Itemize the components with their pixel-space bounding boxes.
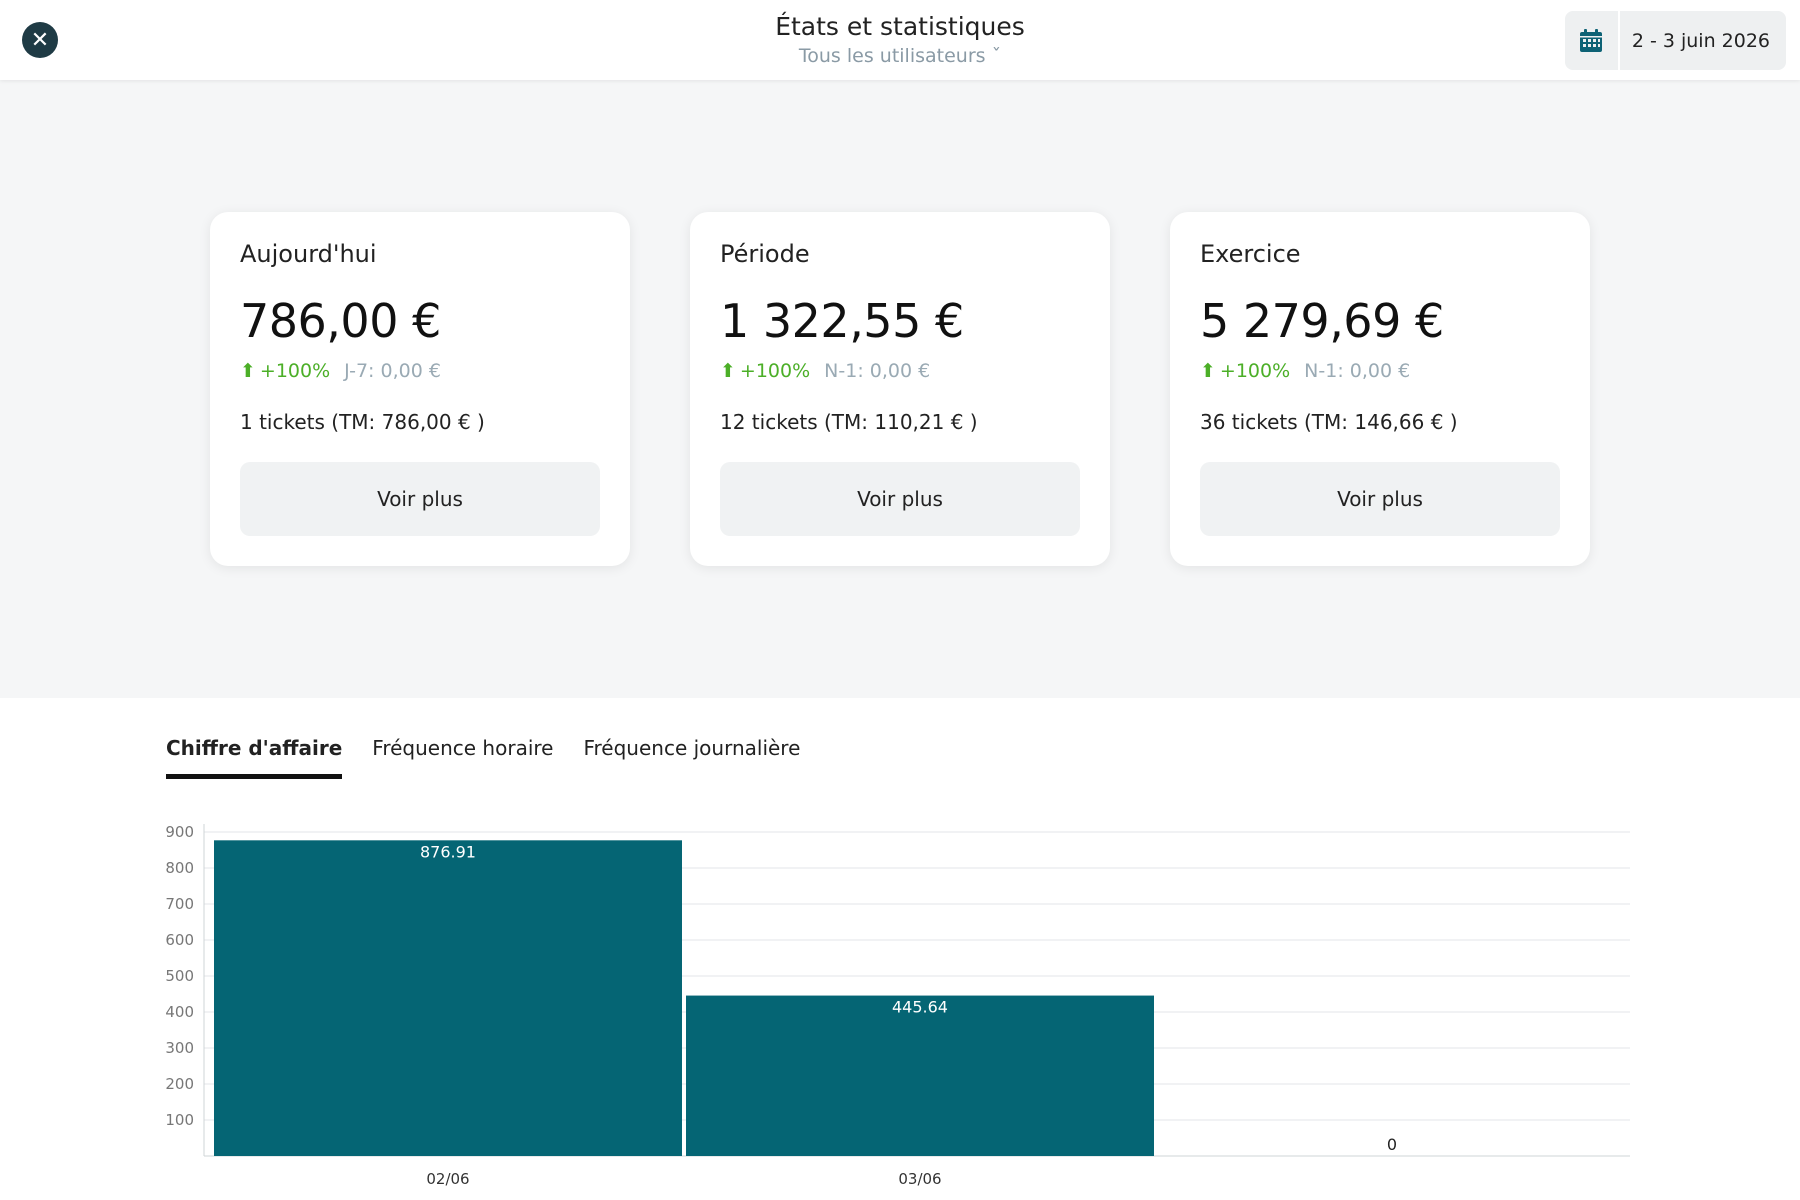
y-tick-label: 500: [165, 967, 194, 985]
bar-data-label: 876.91: [420, 842, 476, 861]
chart-tabs: Chiffre d'affaire Fréquence horaire Fréq…: [166, 736, 830, 779]
card-trend: ⬆ +100% N-1: 0,00 €: [1200, 360, 1560, 382]
voir-plus-button[interactable]: Voir plus: [720, 462, 1080, 536]
y-tick-label: 600: [165, 931, 194, 949]
card-fiscal-year: Exercice 5 279,69 € ⬆ +100% N-1: 0,00 € …: [1170, 212, 1590, 566]
y-tick-label: 100: [165, 1111, 194, 1129]
chart-panel: Chiffre d'affaire Fréquence horaire Fréq…: [0, 698, 1800, 1200]
card-trend: ⬆ +100% J-7: 0,00 €: [240, 360, 600, 382]
y-tick-label: 800: [165, 859, 194, 877]
card-period: Période 1 322,55 € ⬆ +100% N-1: 0,00 € 1…: [690, 212, 1110, 566]
tab-frequence-journaliere[interactable]: Fréquence journalière: [583, 736, 801, 760]
tab-frequence-horaire[interactable]: Fréquence horaire: [372, 736, 554, 760]
card-amount: 786,00 €: [240, 294, 441, 348]
voir-plus-button[interactable]: Voir plus: [1200, 462, 1560, 536]
title-block: États et statistiques Tous les utilisate…: [0, 12, 1800, 67]
close-icon: ✕: [30, 27, 50, 53]
card-tickets: 12 tickets (TM: 110,21 € ): [720, 410, 978, 434]
trend-reference: N-1: 0,00 €: [824, 360, 931, 382]
trend-reference: J-7: 0,00 €: [344, 360, 441, 382]
calendar-icon: [1580, 28, 1603, 52]
card-amount: 1 322,55 €: [720, 294, 964, 348]
trend-percentage: +100%: [739, 360, 811, 382]
voir-plus-button[interactable]: Voir plus: [240, 462, 600, 536]
trend-percentage: +100%: [259, 360, 331, 382]
card-label: Exercice: [1200, 240, 1301, 268]
bar: [686, 995, 1154, 1156]
bar-data-label: 0: [1387, 1135, 1397, 1154]
arrow-up-icon: ⬆: [720, 360, 736, 382]
tab-chiffre-affaire[interactable]: Chiffre d'affaire: [166, 736, 343, 779]
calendar-button[interactable]: [1565, 11, 1620, 70]
bar: [214, 840, 682, 1156]
revenue-bar-chart: 100 200 300 400 500 600 700 800 900 876.91 02/06 44…: [165, 823, 1630, 1188]
x-tick-label: 03/06: [898, 1170, 941, 1188]
trend-percentage: +100%: [1219, 360, 1291, 382]
card-tickets: 1 tickets (TM: 786,00 € ): [240, 410, 485, 434]
y-tick-label: 400: [165, 1003, 194, 1021]
y-tick-label: 900: [165, 823, 194, 841]
user-filter-dropdown[interactable]: Tous les utilisateurs ˇ: [798, 45, 1002, 67]
arrow-up-icon: ⬆: [240, 360, 256, 382]
x-tick-label: 02/06: [426, 1170, 469, 1188]
top-bar: ✕ États et statistiques Tous les utilisa…: [0, 0, 1800, 80]
arrow-up-icon: ⬆: [1200, 360, 1216, 382]
y-tick-label: 700: [165, 895, 194, 913]
y-tick-label: 200: [165, 1075, 194, 1093]
card-trend: ⬆ +100% N-1: 0,00 €: [720, 360, 1080, 382]
card-label: Période: [720, 240, 810, 268]
date-range-label[interactable]: 2 - 3 juin 2026: [1631, 29, 1770, 52]
card-tickets: 36 tickets (TM: 146,66 € ): [1200, 410, 1458, 434]
bar-data-label: 445.64: [892, 998, 948, 1017]
date-range-picker[interactable]: 2 - 3 juin 2026: [1564, 11, 1786, 70]
trend-reference: N-1: 0,00 €: [1304, 360, 1411, 382]
y-tick-label: 300: [165, 1039, 194, 1057]
card-label: Aujourd'hui: [240, 240, 377, 268]
card-today: Aujourd'hui 786,00 € ⬆ +100% J-7: 0,00 €…: [210, 212, 630, 566]
close-button[interactable]: ✕: [22, 22, 58, 58]
page-title: États et statistiques: [775, 12, 1025, 41]
card-amount: 5 279,69 €: [1200, 294, 1444, 348]
